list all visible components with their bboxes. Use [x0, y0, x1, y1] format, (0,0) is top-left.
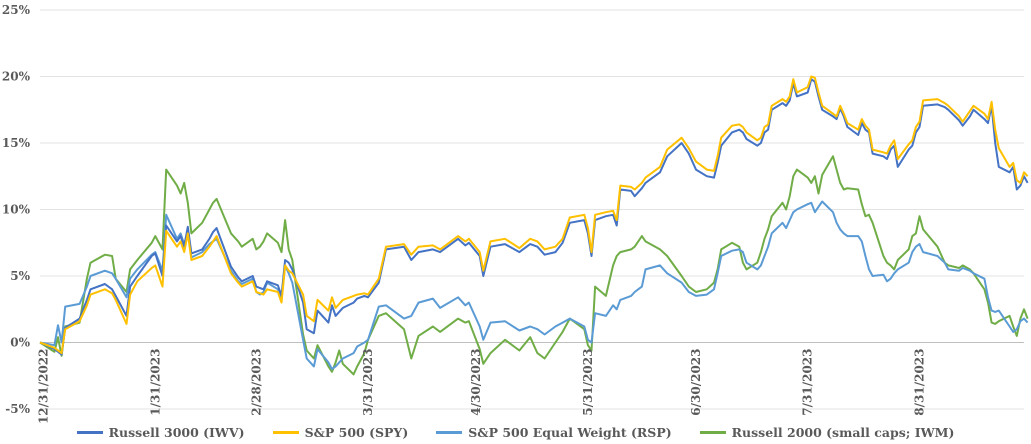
- x-tick-label: 3/31/2023: [361, 349, 375, 416]
- legend-item-russell-2000: Russell 2000 (small caps; IWM): [699, 424, 955, 440]
- gridlines: [40, 9, 1024, 410]
- y-tick-label: 10%: [2, 203, 31, 217]
- x-axis-tick-labels: 12/31/2022 1/31/2023 2/28/2023 3/31/2023 4/3…: [37, 348, 927, 424]
- series-line-sp-500: [39, 75, 1029, 355]
- y-tick-label: 0%: [10, 336, 30, 350]
- x-tick-label: 1/31/2023: [148, 349, 162, 416]
- x-tick-label: 4/30/2023: [469, 348, 483, 415]
- legend-swatch-sp-500-equal-weight: [436, 430, 463, 434]
- legend-item-russell-3000: Russell 3000 (IWV): [76, 424, 245, 440]
- y-tick-label: 5%: [10, 269, 30, 283]
- series-lines: [39, 75, 1029, 376]
- x-tick-label: 5/31/2023: [581, 349, 595, 416]
- y-axis-tick-labels: -5% 0% 5% 10% 15% 20% 25%: [2, 3, 31, 416]
- y-tick-label: -5%: [5, 402, 30, 416]
- legend-label-sp-500: S&P 500 (SPY): [304, 424, 409, 440]
- x-tick-label: 7/31/2023: [801, 349, 815, 416]
- y-tick-label: 15%: [2, 136, 31, 150]
- legend-item-sp-500-equal-weight: S&P 500 Equal Weight (RSP): [436, 424, 672, 440]
- x-tick-label: 8/31/2023: [912, 349, 926, 416]
- series-line-russell-3000: [39, 78, 1029, 356]
- legend-label-russell-3000: Russell 3000 (IWV): [108, 424, 245, 440]
- legend-swatch-russell-2000: [699, 430, 726, 434]
- x-tick-label: 2/28/2023: [249, 349, 263, 416]
- x-tick-label: 12/31/2022: [37, 349, 51, 425]
- legend-label-sp-500-equal-weight: S&P 500 Equal Weight (RSP): [468, 424, 672, 440]
- y-tick-label: 20%: [2, 70, 31, 84]
- legend-swatch-russell-3000: [76, 430, 103, 434]
- x-tick-label: 6/30/2023: [689, 349, 703, 416]
- legend-item-sp-500: S&P 500 (SPY): [272, 424, 409, 440]
- legend-swatch-sp-500: [272, 430, 299, 434]
- legend-label-russell-2000: Russell 2000 (small caps; IWM): [731, 424, 955, 440]
- y-tick-label: 25%: [2, 3, 31, 17]
- legend: Russell 3000 (IWV) S&P 500 (SPY) S&P 500…: [0, 422, 1031, 442]
- series-line-russell-2000: [39, 155, 1029, 376]
